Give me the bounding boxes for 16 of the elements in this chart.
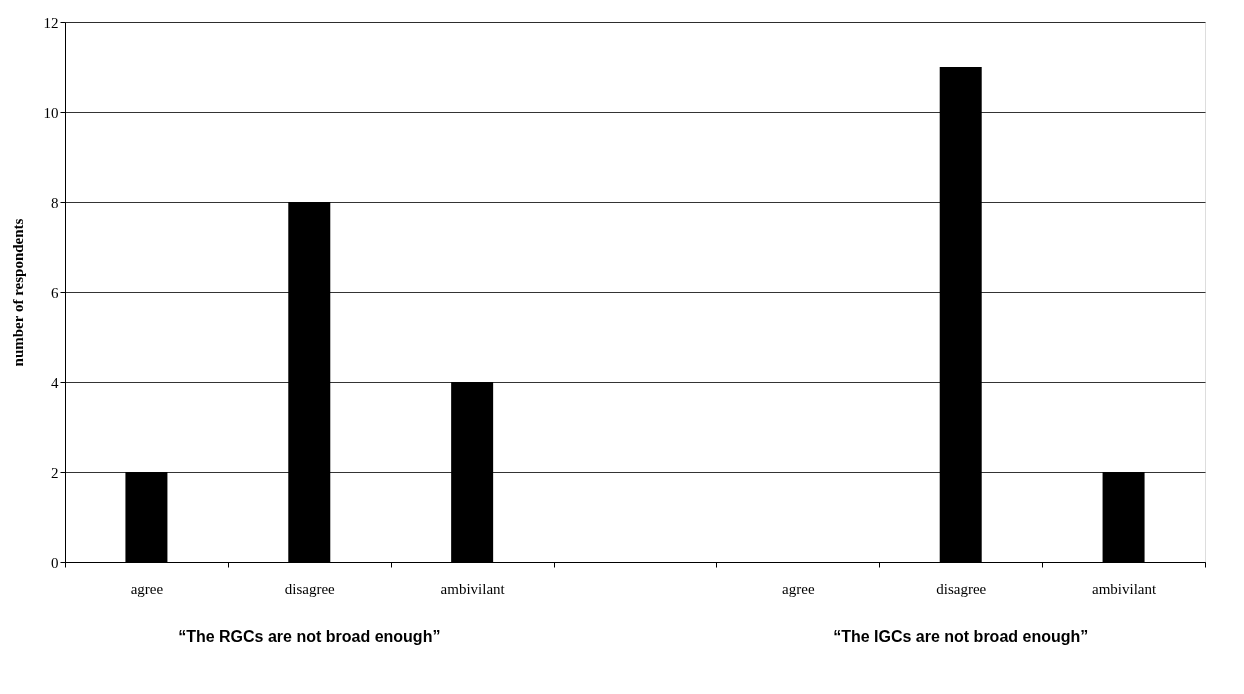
y-tick-label: 4 [51, 374, 59, 391]
text: “The IGCs are not broad enough” [833, 628, 1089, 645]
y-tick-label: 12 [43, 14, 59, 31]
x-tick-label: ambivilant [440, 580, 506, 597]
y-tick-label: 6 [51, 284, 59, 301]
y-tick-label: 0 [51, 554, 59, 571]
y-tick-label: 10 [43, 104, 59, 121]
x-tick-label: ambivilant [1091, 580, 1157, 597]
x-tick-label: disagree [284, 580, 336, 597]
text: “The RGCs are not broad enough” [178, 628, 441, 645]
x-tick-label: agree [130, 580, 164, 597]
x-tick-label: disagree [936, 580, 987, 597]
y-axis-title: number of respondents [9, 218, 26, 367]
y-tick-label: 2 [51, 464, 59, 481]
x-tick-label: agree [782, 580, 815, 597]
y-tick-label: 8 [51, 194, 59, 211]
